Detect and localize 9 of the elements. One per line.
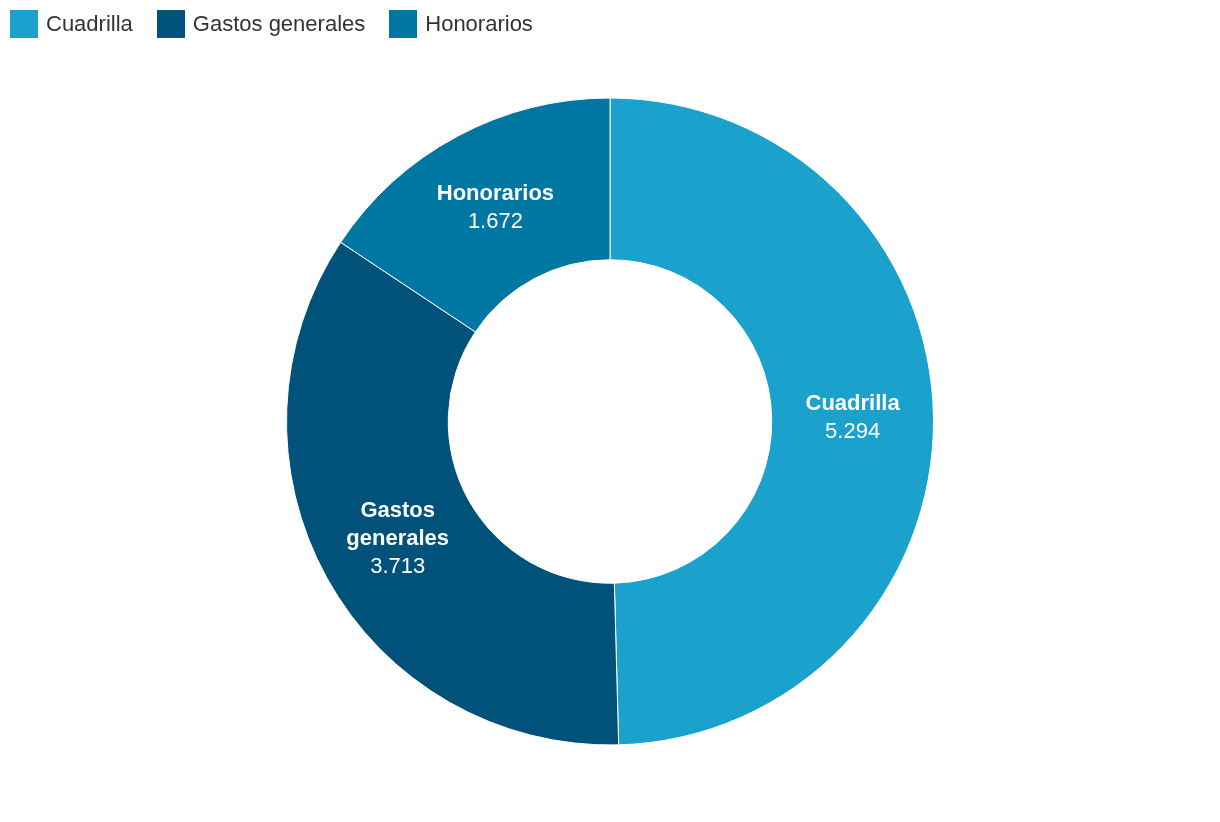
data-label: 5.294 <box>825 418 881 444</box>
legend-label: Cuadrilla <box>46 11 133 37</box>
legend-label: Honorarios <box>425 11 533 37</box>
slice-label: Gastos generales <box>346 497 450 550</box>
legend-label: Gastos generales <box>192 11 366 37</box>
data-label: 1.672 <box>467 207 523 233</box>
slice-label: Cuadrilla <box>805 390 901 416</box>
slice-label: Honorarios <box>436 179 555 205</box>
data-label: 3.713 <box>370 553 426 578</box>
